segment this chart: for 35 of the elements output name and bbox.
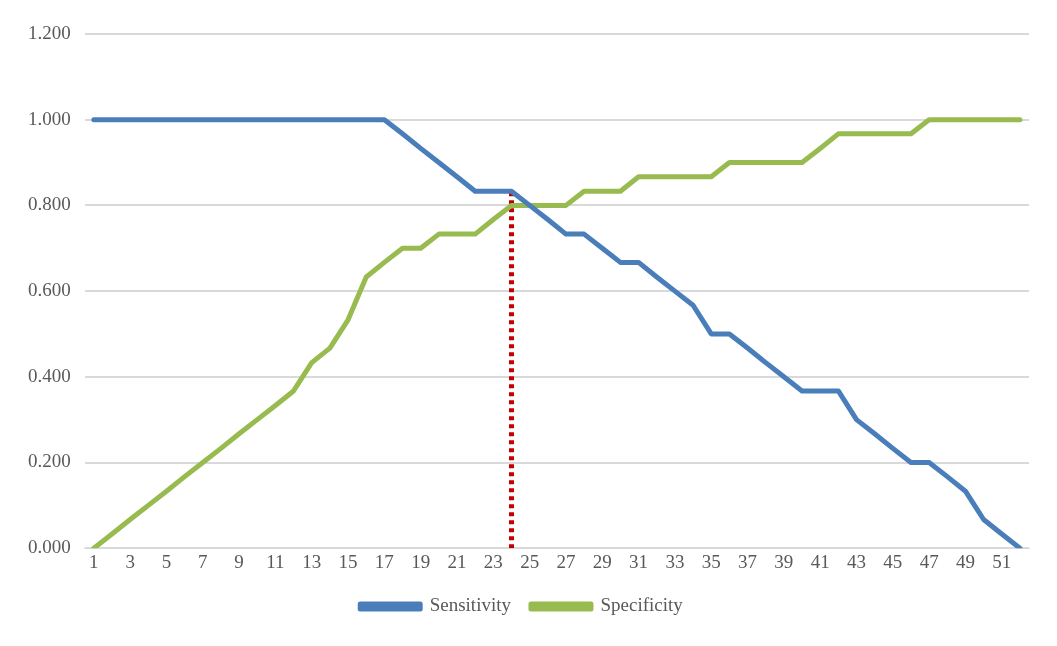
- x-tick-label: 9: [234, 550, 244, 572]
- x-tick-label: 17: [374, 550, 394, 572]
- legend-label: Sensitivity: [429, 594, 512, 616]
- y-tick-label: 0.600: [28, 279, 71, 301]
- x-tick-label: 1: [89, 550, 99, 572]
- x-tick-label: 27: [556, 550, 576, 572]
- x-tick-label: 37: [738, 550, 758, 572]
- x-tick-label: 43: [846, 550, 866, 572]
- y-tick-label: 0.800: [28, 193, 71, 215]
- y-tick-label: 1.200: [28, 21, 71, 43]
- legend-label: Specificity: [600, 594, 684, 616]
- y-tick-label: 0.000: [28, 536, 71, 558]
- x-tick-label: 51: [992, 550, 1012, 572]
- x-tick-label: 5: [161, 550, 172, 572]
- x-tick-label: 49: [955, 550, 975, 572]
- x-tick-label: 47: [919, 550, 939, 572]
- x-tick-label: 19: [411, 550, 431, 572]
- x-tick-label: 39: [774, 550, 794, 572]
- x-tick-label: 31: [629, 550, 649, 572]
- x-tick-label: 15: [338, 550, 358, 572]
- x-tick-label: 45: [883, 550, 903, 572]
- y-tick-label: 0.200: [28, 450, 71, 472]
- x-tick-label: 21: [447, 550, 467, 572]
- x-tick-label: 7: [198, 550, 208, 572]
- x-tick-label: 29: [592, 550, 612, 572]
- x-tick-label: 13: [302, 550, 322, 572]
- x-tick-label: 41: [810, 550, 830, 572]
- x-tick-label: 25: [520, 550, 540, 572]
- x-tick-label: 3: [125, 550, 135, 572]
- x-tick-label: 11: [266, 550, 285, 572]
- y-tick-label: 1.000: [28, 107, 71, 129]
- x-tick-label: 35: [701, 550, 721, 572]
- x-tick-label: 33: [665, 550, 685, 572]
- y-tick-label: 0.400: [28, 364, 71, 386]
- x-tick-label: 23: [483, 550, 503, 572]
